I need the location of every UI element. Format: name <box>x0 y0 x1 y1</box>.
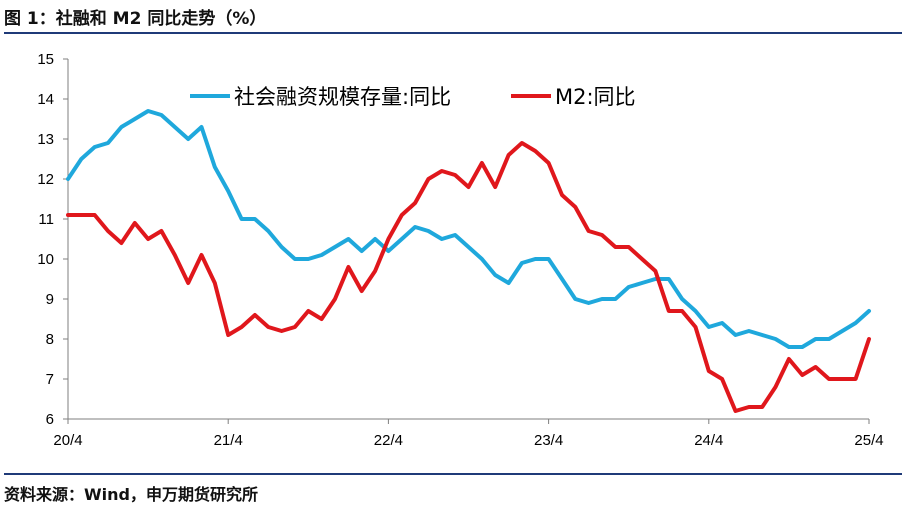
tick-labels: 6 7 8 9 10 11 12 13 14 15 20/4 21/4 22/4 23/4 24/4 25/4 <box>37 51 883 449</box>
y-tick-label: 11 <box>38 211 54 228</box>
y-tick-label: 15 <box>37 51 54 68</box>
y-tick-label: 12 <box>37 171 54 188</box>
chart-title: 图 1：社融和 M2 同比走势（%） <box>4 9 267 29</box>
chart-axes <box>63 58 870 424</box>
footer-divider <box>4 473 902 475</box>
social-financing-series-line <box>66 109 871 349</box>
x-tick-label: 20/4 <box>53 432 82 449</box>
header-divider <box>4 32 902 34</box>
x-tick-label: 23/4 <box>534 432 563 449</box>
m2-series-line <box>66 141 871 413</box>
x-tick-label: 25/4 <box>854 432 883 449</box>
x-tick-label: 22/4 <box>374 432 403 449</box>
y-tick-label: 8 <box>46 331 54 348</box>
x-tick-label: 21/4 <box>214 432 243 449</box>
chart-legend: 社会融资规模存量:同比 M2:同比 <box>190 85 636 109</box>
x-tick-label: 24/4 <box>694 432 723 449</box>
y-tick-label: 6 <box>46 411 54 428</box>
legend-label: M2:同比 <box>555 85 636 109</box>
series-lines <box>66 109 871 413</box>
y-tick-label: 14 <box>37 91 54 108</box>
y-tick-label: 10 <box>37 251 54 268</box>
y-tick-label: 13 <box>37 131 54 148</box>
legend-label: 社会融资规模存量:同比 <box>234 85 451 109</box>
y-tick-label: 9 <box>46 291 54 308</box>
line-chart: 6 7 8 9 10 11 12 13 14 15 20/4 21/4 22/4 23/4 24/4 25/4… <box>37 51 883 449</box>
y-tick-label: 7 <box>46 371 54 388</box>
source-note: 资料来源：Wind，申万期货研究所 <box>4 485 258 504</box>
